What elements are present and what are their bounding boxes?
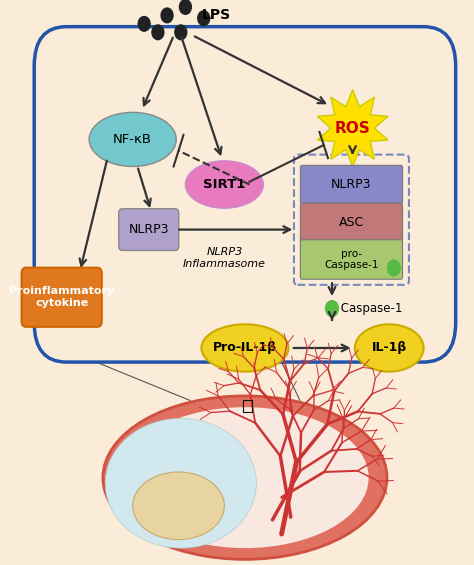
Text: NLRP3: NLRP3 xyxy=(331,178,372,191)
Text: NF-κB: NF-κB xyxy=(113,133,152,146)
FancyBboxPatch shape xyxy=(301,203,402,241)
FancyBboxPatch shape xyxy=(301,240,402,279)
Text: LPS: LPS xyxy=(201,8,230,23)
Text: Pro-IL-1β: Pro-IL-1β xyxy=(213,341,277,354)
Text: ROS: ROS xyxy=(335,121,371,136)
Circle shape xyxy=(152,25,164,40)
Circle shape xyxy=(198,11,210,25)
Ellipse shape xyxy=(355,324,424,372)
Ellipse shape xyxy=(89,112,176,167)
Ellipse shape xyxy=(185,161,263,208)
Bar xyxy=(243,401,252,412)
Text: pro-
Caspase-1: pro- Caspase-1 xyxy=(324,249,379,270)
Circle shape xyxy=(138,16,150,31)
Circle shape xyxy=(387,260,400,276)
Text: Caspase-1: Caspase-1 xyxy=(337,302,402,315)
Ellipse shape xyxy=(201,324,289,372)
FancyBboxPatch shape xyxy=(22,268,102,327)
Ellipse shape xyxy=(121,407,369,548)
FancyBboxPatch shape xyxy=(34,27,456,362)
Text: ASC: ASC xyxy=(339,216,364,229)
Circle shape xyxy=(175,25,187,40)
Ellipse shape xyxy=(103,396,387,559)
FancyBboxPatch shape xyxy=(118,208,179,250)
Ellipse shape xyxy=(133,472,224,540)
Circle shape xyxy=(180,0,191,14)
Ellipse shape xyxy=(105,419,256,548)
Polygon shape xyxy=(317,90,388,167)
Text: SIRT1: SIRT1 xyxy=(203,178,246,191)
Text: NLRP3: NLRP3 xyxy=(128,223,169,236)
Text: NLRP3
Inflammasome: NLRP3 Inflammasome xyxy=(183,247,266,268)
FancyBboxPatch shape xyxy=(301,166,402,203)
Text: Proinflammatory
cytokine: Proinflammatory cytokine xyxy=(9,286,114,308)
Circle shape xyxy=(326,301,338,316)
Text: IL-1β: IL-1β xyxy=(372,341,407,354)
Circle shape xyxy=(161,8,173,23)
